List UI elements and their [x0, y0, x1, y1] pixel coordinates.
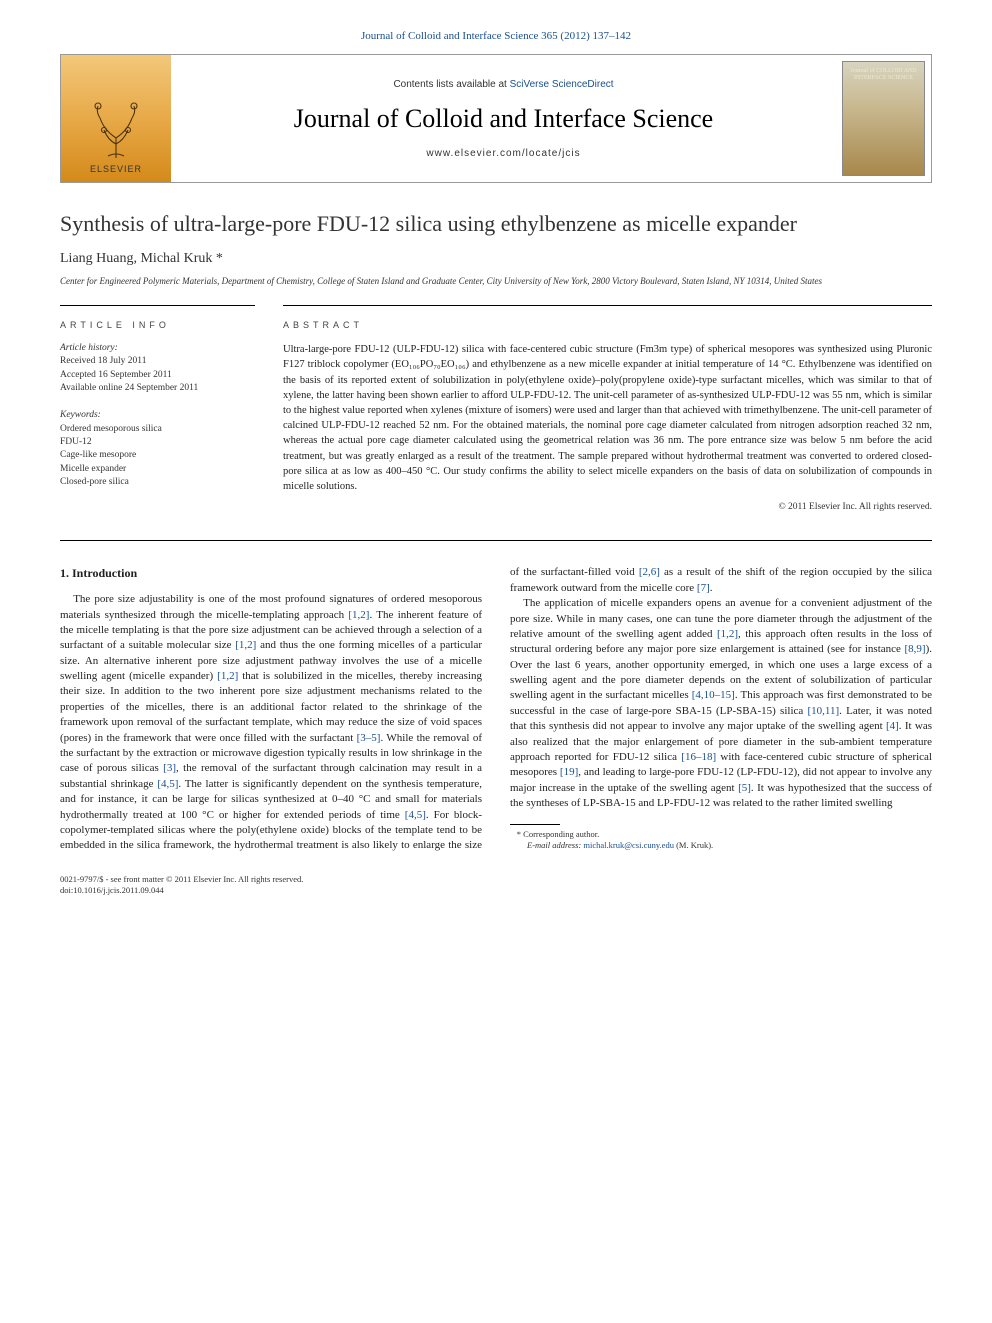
- email-suffix: (M. Kruk).: [674, 840, 713, 850]
- ref-link[interactable]: [8,9]: [905, 643, 926, 655]
- ref-link[interactable]: [4]: [886, 720, 899, 732]
- ref-link[interactable]: [2,6]: [639, 566, 660, 578]
- ref-link[interactable]: [1,2]: [235, 639, 256, 651]
- intro-heading: 1. Introduction: [60, 565, 482, 582]
- page-footer: 0021-9797/$ - see front matter © 2011 El…: [60, 874, 932, 897]
- email-label: E-mail address:: [527, 840, 583, 850]
- history-item: Received 18 July 2011: [60, 356, 146, 366]
- copyright-notice: 0021-9797/$ - see front matter © 2011 El…: [60, 874, 303, 885]
- ref-link[interactable]: [1,2]: [717, 628, 738, 640]
- article-info-label: ARTICLE INFO: [60, 320, 255, 330]
- article-info-column: ARTICLE INFO Article history: Received 1…: [60, 305, 255, 512]
- ref-link[interactable]: [7]: [697, 582, 710, 594]
- journal-reference-link[interactable]: Journal of Colloid and Interface Science…: [60, 30, 932, 42]
- contents-prefix: Contents lists available at: [393, 79, 509, 90]
- publisher-name: ELSEVIER: [90, 164, 142, 174]
- body-two-column: 1. Introduction The pore size adjustabil…: [60, 565, 932, 853]
- abstract-column: ABSTRACT Ultra-large-pore FDU-12 (ULP-FD…: [283, 305, 932, 512]
- separator-rule: [60, 540, 932, 541]
- ref-link[interactable]: [19]: [560, 766, 578, 778]
- publisher-brand-panel: ELSEVIER: [61, 55, 171, 182]
- corresponding-author-note: * Corresponding author.: [510, 829, 932, 840]
- journal-cover-label: Journal of COLLOID AND INTERFACE SCIENCE: [847, 68, 920, 82]
- journal-header: ELSEVIER Contents lists available at Sci…: [60, 54, 932, 183]
- ref-link[interactable]: [3–5]: [357, 732, 381, 744]
- abstract-text: Ultra-large-pore FDU-12 (ULP-FDU-12) sil…: [283, 342, 932, 494]
- contents-available-line: Contents lists available at SciVerse Sci…: [179, 79, 828, 90]
- footnote-separator: [510, 824, 560, 825]
- keyword: Cage-like mesopore: [60, 450, 136, 460]
- ref-link[interactable]: [1,2]: [348, 609, 369, 621]
- history-label: Article history:: [60, 343, 118, 353]
- header-center: Contents lists available at SciVerse Sci…: [171, 55, 836, 182]
- ref-link[interactable]: [4,5]: [157, 778, 178, 790]
- keyword: Ordered mesoporous silica: [60, 424, 162, 434]
- email-link[interactable]: michal.kruk@csi.cuny.edu: [583, 840, 674, 850]
- ref-link[interactable]: [1,2]: [217, 670, 238, 682]
- history-item: Accepted 16 September 2011: [60, 370, 172, 380]
- email-footnote: E-mail address: michal.kruk@csi.cuny.edu…: [510, 840, 932, 851]
- article-title: Synthesis of ultra-large-pore FDU-12 sil…: [60, 211, 932, 237]
- ref-link[interactable]: [4,5]: [405, 809, 426, 821]
- authors-line: Liang Huang, Michal Kruk *: [60, 251, 932, 267]
- affiliation: Center for Engineered Polymeric Material…: [60, 275, 932, 287]
- ref-link[interactable]: [4,10–15]: [692, 689, 735, 701]
- sciencedirect-link[interactable]: SciVerse ScienceDirect: [510, 79, 614, 90]
- keyword: Closed-pore silica: [60, 477, 129, 487]
- elsevier-tree-icon: [86, 100, 146, 160]
- ref-link[interactable]: [3]: [163, 762, 176, 774]
- history-item: Available online 24 September 2011: [60, 383, 198, 393]
- abstract-copyright: © 2011 Elsevier Inc. All rights reserved…: [283, 502, 932, 512]
- journal-url[interactable]: www.elsevier.com/locate/jcis: [179, 148, 828, 159]
- body-text: .: [710, 582, 713, 594]
- journal-name: Journal of Colloid and Interface Science: [179, 104, 828, 134]
- doi-line: doi:10.1016/j.jcis.2011.09.044: [60, 885, 303, 896]
- body-paragraph: The application of micelle expanders ope…: [510, 596, 932, 811]
- abstract-label: ABSTRACT: [283, 320, 932, 330]
- article-history-block: Article history: Received 18 July 2011 A…: [60, 342, 255, 395]
- footer-left: 0021-9797/$ - see front matter © 2011 El…: [60, 874, 303, 897]
- journal-cover-thumbnail: Journal of COLLOID AND INTERFACE SCIENCE: [842, 61, 925, 176]
- ref-link[interactable]: [5]: [738, 782, 751, 794]
- keywords-label: Keywords:: [60, 410, 101, 420]
- keywords-block: Keywords: Ordered mesoporous silica FDU-…: [60, 409, 255, 489]
- info-abstract-row: ARTICLE INFO Article history: Received 1…: [60, 305, 932, 512]
- keyword: FDU-12: [60, 437, 92, 447]
- header-cover-panel: Journal of COLLOID AND INTERFACE SCIENCE: [836, 55, 931, 182]
- ref-link[interactable]: [10,11]: [808, 705, 840, 717]
- ref-link[interactable]: [16–18]: [681, 751, 716, 763]
- keyword: Micelle expander: [60, 464, 126, 474]
